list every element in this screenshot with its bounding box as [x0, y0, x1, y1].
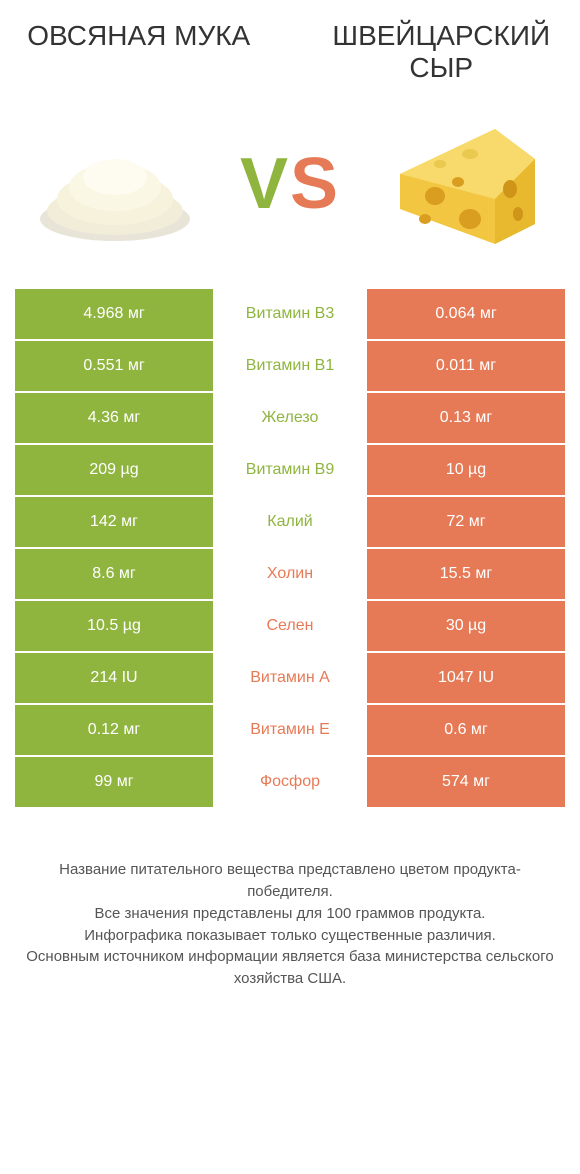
- right-value: 30 µg: [367, 601, 565, 651]
- right-value: 0.064 мг: [367, 289, 565, 339]
- image-row: VS: [15, 109, 565, 259]
- footer-line-2: Все значения представлены для 100 граммо…: [25, 903, 555, 925]
- footer-line-1: Название питательного вещества представл…: [25, 859, 555, 903]
- right-value: 0.011 мг: [367, 341, 565, 391]
- cheese-image: [375, 109, 555, 259]
- nutrient-name: Железо: [213, 393, 367, 443]
- nutrient-name: Витамин B9: [213, 445, 367, 495]
- left-value: 214 IU: [15, 653, 213, 703]
- right-value: 574 мг: [367, 757, 565, 807]
- nutrient-name: Калий: [213, 497, 367, 547]
- nutrient-name: Селен: [213, 601, 367, 651]
- footer-line-3: Инфографика показывает только существенн…: [25, 925, 555, 947]
- table-row: 99 мгФосфор574 мг: [15, 757, 565, 809]
- vs-label: VS: [240, 143, 340, 225]
- right-value: 72 мг: [367, 497, 565, 547]
- left-value: 0.551 мг: [15, 341, 213, 391]
- left-value: 142 мг: [15, 497, 213, 547]
- table-row: 8.6 мгХолин15.5 мг: [15, 549, 565, 601]
- nutrient-name: Холин: [213, 549, 367, 599]
- nutrient-name: Витамин A: [213, 653, 367, 703]
- comparison-table: 4.968 мгВитамин B30.064 мг0.551 мгВитами…: [15, 289, 565, 809]
- right-value: 0.13 мг: [367, 393, 565, 443]
- right-value: 1047 IU: [367, 653, 565, 703]
- table-row: 0.12 мгВитамин E0.6 мг: [15, 705, 565, 757]
- table-row: 0.551 мгВитамин B10.011 мг: [15, 341, 565, 393]
- footer-notes: Название питательного вещества представл…: [15, 859, 565, 990]
- table-row: 142 мгКалий72 мг: [15, 497, 565, 549]
- flour-image: [25, 109, 205, 259]
- table-row: 4.968 мгВитамин B30.064 мг: [15, 289, 565, 341]
- left-value: 209 µg: [15, 445, 213, 495]
- vs-v: V: [240, 144, 290, 224]
- vs-s: S: [290, 144, 340, 224]
- right-value: 0.6 мг: [367, 705, 565, 755]
- table-row: 209 µgВитамин B910 µg: [15, 445, 565, 497]
- left-value: 10.5 µg: [15, 601, 213, 651]
- right-product-title: ШВЕЙЦАРСКИЙ СЫР: [318, 20, 566, 84]
- left-value: 0.12 мг: [15, 705, 213, 755]
- header: ОВСЯНАЯ МУКА ШВЕЙЦАРСКИЙ СЫР: [15, 20, 565, 84]
- left-product-title: ОВСЯНАЯ МУКА: [15, 20, 263, 52]
- table-row: 214 IUВитамин A1047 IU: [15, 653, 565, 705]
- left-value: 4.36 мг: [15, 393, 213, 443]
- nutrient-name: Витамин B3: [213, 289, 367, 339]
- footer-line-4: Основным источником информации является …: [25, 946, 555, 990]
- nutrient-name: Витамин B1: [213, 341, 367, 391]
- table-row: 10.5 µgСелен30 µg: [15, 601, 565, 653]
- right-value: 10 µg: [367, 445, 565, 495]
- left-value: 99 мг: [15, 757, 213, 807]
- right-value: 15.5 мг: [367, 549, 565, 599]
- nutrient-name: Фосфор: [213, 757, 367, 807]
- nutrient-name: Витамин E: [213, 705, 367, 755]
- left-value: 4.968 мг: [15, 289, 213, 339]
- left-value: 8.6 мг: [15, 549, 213, 599]
- table-row: 4.36 мгЖелезо0.13 мг: [15, 393, 565, 445]
